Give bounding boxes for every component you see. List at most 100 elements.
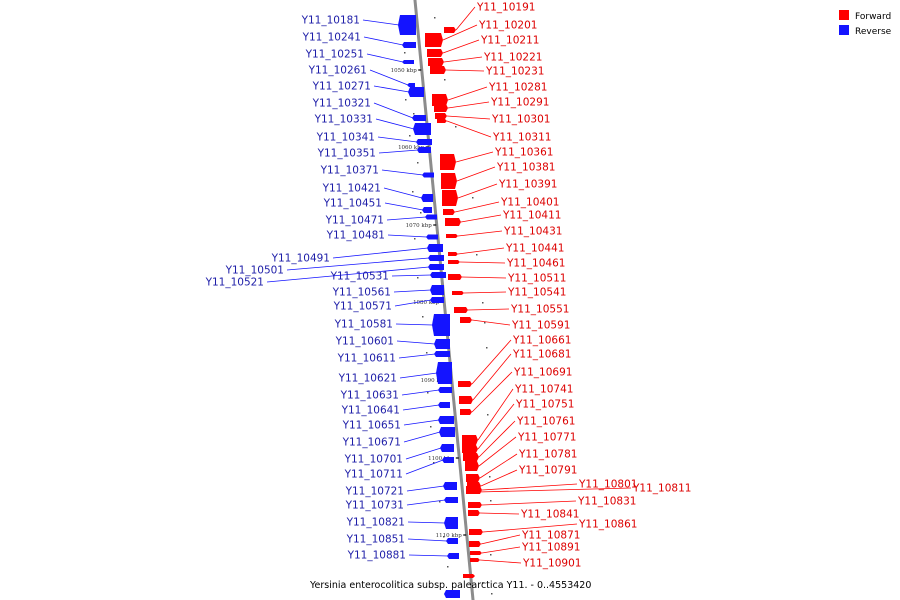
gene-shape (435, 113, 447, 119)
gene-shape (454, 307, 468, 313)
reverse-gene: Y11_10531 (330, 271, 446, 283)
gene-shape (438, 416, 454, 424)
gene-shape (448, 252, 458, 256)
gene-leader-line (481, 500, 577, 506)
gene-shape (434, 339, 450, 349)
reverse-gene: Y11_10611 (337, 351, 450, 365)
reverse-gene: Y11_10371 (320, 165, 434, 178)
forward-gene: Y11_10591 (460, 317, 570, 332)
gene-shape (441, 173, 457, 189)
gene-dot (472, 197, 474, 199)
gene-shape (408, 87, 424, 97)
gene-shape (425, 214, 437, 220)
gene-leader-line (363, 36, 404, 46)
scale-ticks: 1050 kbp 1060 kbp 1070 kbp 1080 kbp 1090 kbp… (391, 68, 467, 539)
forward-gene: Y11_10441 (448, 243, 564, 256)
gene-leader-line (399, 372, 438, 379)
forward-gene: Y11_10191 (444, 2, 535, 33)
gene-leader-line (332, 247, 429, 259)
forward-gene: Y11_10771 (465, 432, 576, 471)
gene-leader-line (471, 319, 511, 326)
gene-shape (402, 42, 416, 48)
reverse-genes: Y11_10181 Y11_10241 Y11_10251 Y11_10261 Y11_… (205, 15, 460, 598)
gene-dot (491, 593, 493, 595)
gene-leader-line (471, 371, 513, 413)
gene-dot (455, 126, 457, 128)
reverse-gene: Y11_10481 (326, 230, 438, 242)
reverse-gene: Y11_10881 (347, 550, 459, 562)
forward-gene: Y11_10201 (425, 20, 537, 47)
gene-leader-line (455, 6, 476, 31)
gene-label: Y11_10501 (225, 265, 284, 277)
gene-leader-line (375, 118, 415, 130)
gene-leader-line (386, 216, 427, 221)
gene-label: Y11_10321 (312, 98, 371, 110)
gene-label: Y11_10341 (316, 132, 375, 144)
reverse-gene: Y11_10721 (345, 482, 457, 498)
gene-leader-line (457, 247, 505, 255)
reverse-gene: Y11_10571 (333, 297, 444, 313)
gene-label: Y11_10461 (506, 258, 565, 270)
gene-label: Y11_10791 (518, 465, 577, 477)
gene-label: Y11_10421 (322, 183, 381, 195)
gene-shape (463, 574, 475, 578)
gene-shape (443, 209, 455, 215)
gene-shape (426, 234, 438, 240)
gene-leader-line (373, 102, 414, 119)
gene-shape (430, 297, 444, 303)
reverse-gene: Y11_10261 (308, 65, 415, 87)
gene-label: Y11_10401 (500, 197, 559, 209)
gene-leader-line (403, 431, 441, 443)
reverse-gene: Y11_10641 (341, 402, 450, 417)
gene-shape (413, 123, 431, 135)
gene-leader-line (481, 546, 521, 554)
dots (404, 17, 493, 598)
gene-leader-line (408, 554, 449, 557)
gene-dot (417, 162, 419, 164)
gene-leader-line (459, 261, 506, 264)
legend-label: Reverse (855, 27, 892, 37)
gene-label: Y11_10311 (492, 132, 551, 144)
gene-label: Y11_10581 (334, 319, 393, 331)
gene-shape (407, 83, 415, 87)
gene-shape (444, 590, 460, 598)
reverse-gene: Y11_10601 (335, 336, 450, 349)
gene-dot (444, 79, 446, 81)
gene-leader-line (362, 19, 400, 26)
gene-shape (470, 551, 482, 555)
gene-leader-line (396, 340, 436, 345)
gene-label: Y11_10671 (342, 437, 401, 449)
gene-leader-line (407, 538, 448, 542)
gene-leader-line (407, 521, 446, 524)
gene-label: Y11_10351 (317, 148, 376, 160)
gene-label: Y11_10391 (498, 179, 557, 191)
gene-shape (402, 60, 414, 64)
gene-leader-line (478, 420, 516, 458)
gene-shape (432, 94, 448, 106)
scale-tick-label: 1080 kbp (413, 300, 440, 306)
gene-shape (468, 502, 482, 508)
gene-leader-line (402, 404, 440, 411)
gene-label: Y11_10331 (314, 114, 373, 126)
gene-label: Y11_10381 (496, 162, 555, 174)
gene-shape (416, 139, 432, 145)
gene-shape (444, 517, 458, 529)
gene-shape (468, 510, 480, 516)
forward-gene: Y11_10431 (446, 226, 562, 238)
forward-gene: Y11_10381 (441, 162, 555, 189)
forward-gene: Y11_10281 (432, 82, 547, 106)
gene-label: Y11_10471 (325, 215, 384, 227)
gene-dot (486, 347, 488, 349)
legend: Forward Reverse (839, 10, 892, 37)
gene-leader-line (477, 388, 514, 441)
gene-shape (438, 402, 450, 408)
gene-label: Y11_10251 (305, 49, 364, 61)
scale-tick-label: 1050 kbp (391, 68, 418, 74)
gene-label: Y11_10881 (347, 550, 406, 562)
gene-shape (459, 396, 473, 404)
gene-label: Y11_10441 (505, 243, 564, 255)
gene-shape (442, 457, 454, 463)
gene-dot (439, 501, 441, 503)
gene-shape (469, 541, 481, 547)
forward-gene: Y11_10231 (430, 66, 544, 78)
